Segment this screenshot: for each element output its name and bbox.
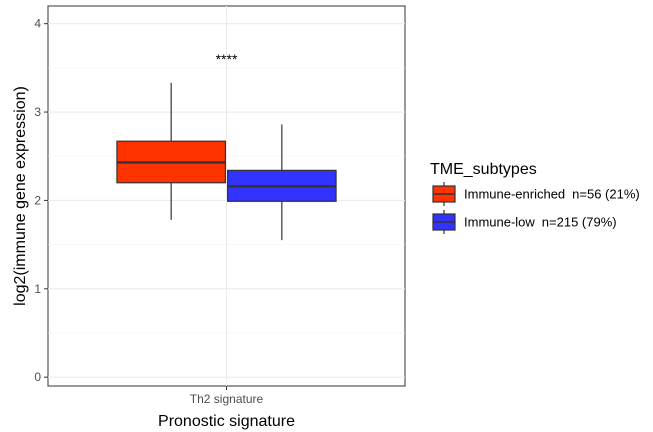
legend: TME_subtypes Immune-enriched n=56 (21%)Im… [430,161,640,234]
annotations: **** [216,51,238,67]
box-immune-low [227,124,337,241]
legend-count: n=215 (79%) [542,215,617,230]
significance-annotation: **** [216,51,238,67]
gridlines [48,6,405,386]
x-axis-title: Pronostic signature [158,413,295,430]
y-tick-label: 1 [34,282,41,296]
y-axis-title: log2(immune gene expression) [12,86,29,306]
x-tick-label: Th2 signature [190,392,264,406]
legend-label: Immune-enriched [464,187,565,202]
y-tick-label: 0 [34,370,41,384]
y-tick-label: 3 [34,105,41,119]
legend-label: Immune-low [464,215,535,230]
legend-entry: Immune-low n=215 (79%) [432,210,617,234]
y-axis: 0 1 2 3 4 [34,17,48,384]
plot-panel: **** [47,5,406,387]
legend-title: TME_subtypes [430,161,537,178]
legend-entry: Immune-enriched n=56 (21%) [432,182,640,206]
y-tick-label: 2 [34,193,41,207]
y-tick-label: 4 [34,17,41,31]
boxes [116,82,337,241]
box-immune-enriched [116,82,226,220]
x-axis: Th2 signature [190,386,264,406]
legend-count: n=56 (21%) [572,187,640,202]
